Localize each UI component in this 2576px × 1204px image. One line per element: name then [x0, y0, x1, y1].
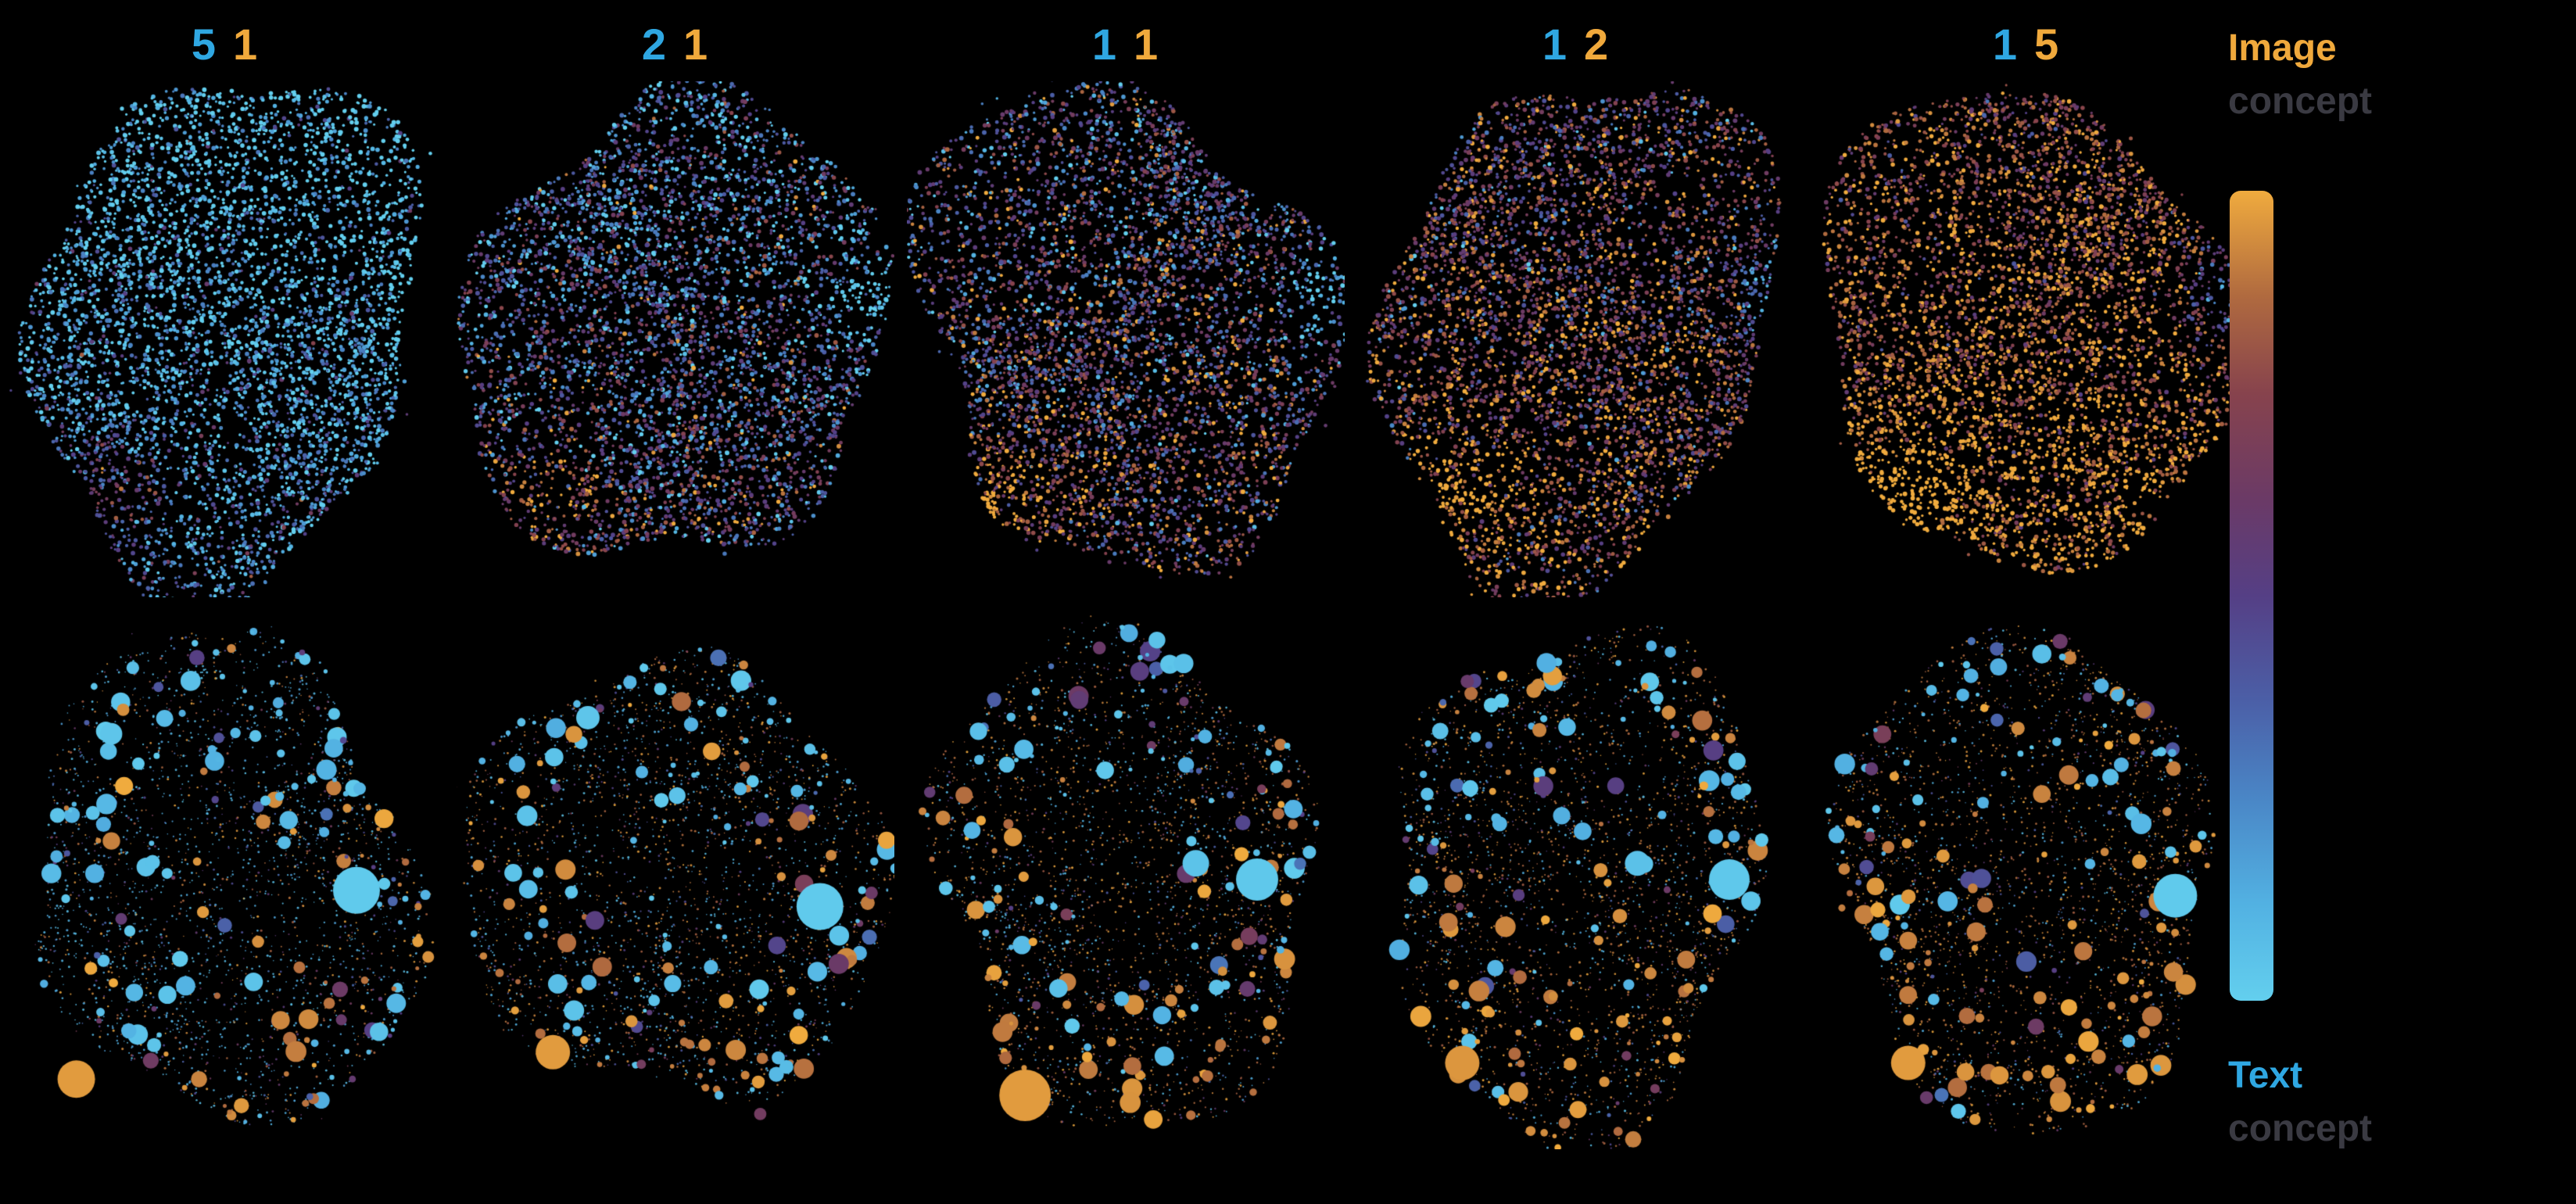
concept-colorbar [2230, 191, 2273, 1001]
colorbar-legend: Image concept Text concept [2205, 0, 2572, 1204]
umap-scatter-bottom-1 [6, 610, 444, 1149]
umap-scatter-top-4 [1357, 81, 1795, 597]
text-ratio-value: 2 [641, 20, 668, 69]
umap-scatter-bottom-4 [1357, 610, 1795, 1149]
image-ratio-value: 2 [1584, 20, 1610, 69]
text-ratio-value: 5 [191, 20, 217, 69]
umap-scatter-top-3 [907, 81, 1345, 597]
legend-text-label: Text [2228, 1055, 2303, 1096]
text-ratio-value: 1 [1542, 20, 1568, 69]
image-ratio-value: 1 [683, 20, 710, 69]
image-ratio-value: 5 [2034, 20, 2061, 69]
umap-scatter-top-5 [1807, 81, 2245, 597]
umap-scatter-bottom-2 [457, 610, 894, 1149]
umap-scatter-top-1 [6, 81, 444, 597]
umap-scatter-bottom-3 [907, 610, 1345, 1149]
text-ratio-value: 1 [1091, 20, 1118, 69]
umap-scatter-top-2 [457, 81, 894, 597]
legend-text-concept-label: concept [2228, 1108, 2373, 1149]
umap-scatter-bottom-5 [1807, 610, 2245, 1149]
legend-image-concept-label: concept [2228, 81, 2373, 122]
text-ratio-value: 1 [1992, 20, 2019, 69]
legend-image-label: Image [2228, 27, 2337, 69]
image-ratio-value: 1 [1134, 20, 1160, 69]
image-ratio-value: 1 [233, 20, 260, 69]
